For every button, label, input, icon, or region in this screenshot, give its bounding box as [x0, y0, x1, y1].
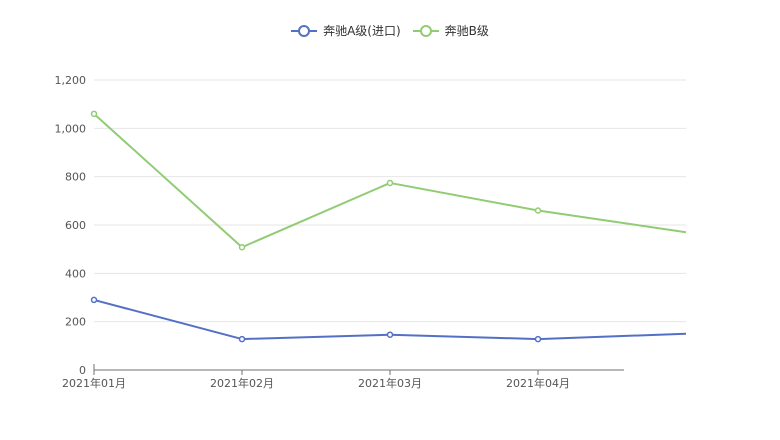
x-tick-label: 2021年01月 — [62, 376, 126, 390]
data-point — [90, 110, 98, 118]
x-tick-label: 2021年03月 — [358, 376, 422, 390]
data-point — [90, 296, 98, 304]
legend-series-a-label: 奔驰A级(进口) — [323, 24, 401, 38]
x-axis: 2021年01月 2021年02月 2021年03月 2021年04月 — [62, 364, 624, 390]
grid-lines — [94, 79, 686, 323]
data-point — [238, 335, 246, 343]
y-tick-label: 600 — [65, 219, 86, 232]
data-point — [386, 179, 394, 187]
legend-series-b-label: 奔驰B级 — [444, 24, 489, 38]
y-tick-label: 0 — [79, 364, 86, 377]
y-tick-label: 800 — [65, 171, 86, 184]
chart-legend: 奔驰A级(进口) 奔驰B级 — [0, 22, 780, 39]
legend-series-a-icon — [291, 24, 318, 37]
legend-item-series-a[interactable]: 奔驰A级(进口) — [291, 22, 401, 39]
data-point — [386, 331, 394, 338]
y-axis: 0 200 400 600 800 1,000 1,200 — [55, 74, 87, 377]
x-tick-label: 2021年04月 — [506, 376, 570, 390]
data-point — [534, 207, 542, 214]
data-point — [534, 335, 542, 343]
y-tick-label: 1,000 — [55, 122, 87, 135]
legend-series-b-icon — [412, 24, 439, 37]
x-tick-label: 2021年02月 — [210, 376, 274, 390]
y-tick-label: 400 — [65, 267, 86, 280]
data-point — [238, 243, 246, 251]
y-tick-label: 1,200 — [55, 74, 87, 87]
series-group — [90, 110, 687, 343]
y-tick-label: 200 — [65, 316, 86, 329]
legend-item-series-b[interactable]: 奔驰B级 — [412, 22, 489, 39]
